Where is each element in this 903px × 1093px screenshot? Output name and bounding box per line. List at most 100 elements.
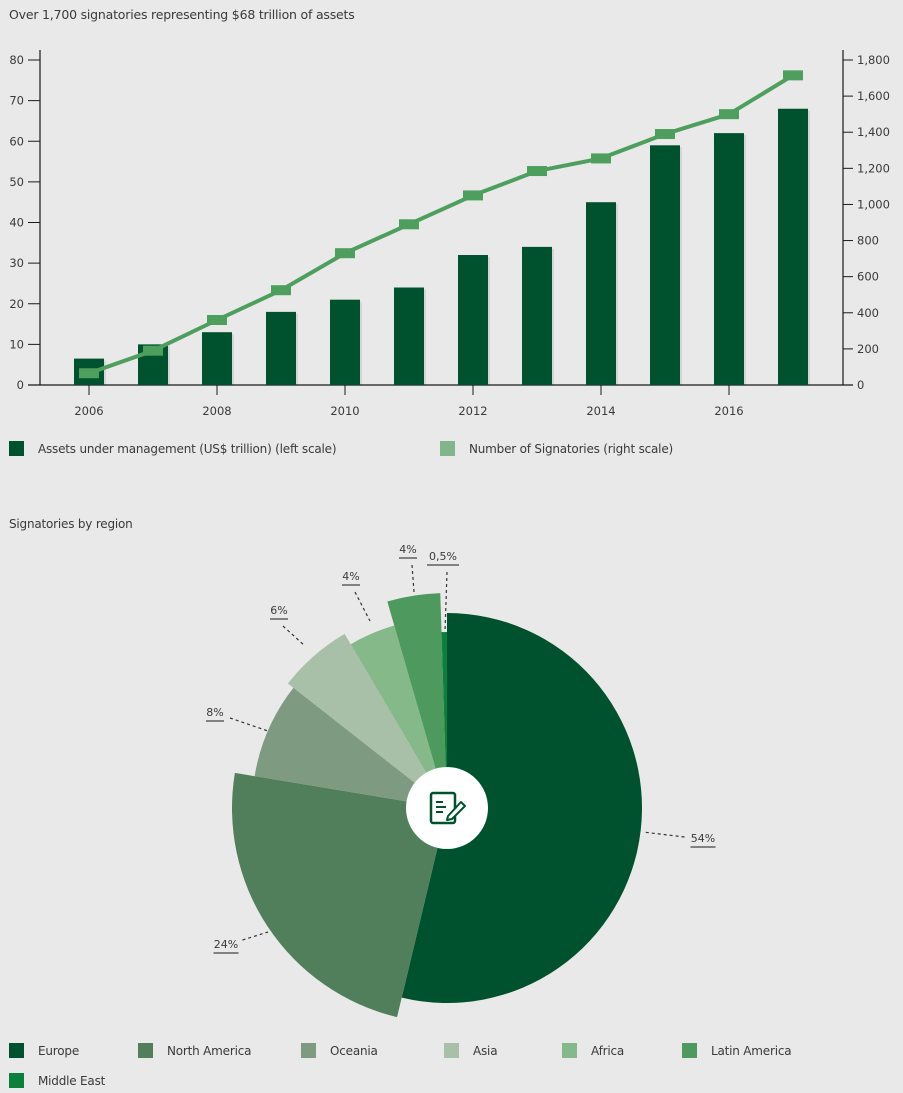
legend-label: Asia	[473, 1043, 498, 1058]
legend-swatch	[9, 1073, 24, 1088]
signatories-line	[88, 73, 795, 376]
pie-title: Signatories by region	[9, 517, 133, 531]
right-tick-label: 200	[857, 342, 879, 356]
right-tick-label: 1,800	[857, 53, 890, 67]
bar-2009	[266, 311, 296, 385]
right-tick-label: 1,600	[857, 89, 890, 103]
x-tick-label: 2012	[458, 404, 487, 418]
legend-item-africa: Africa	[562, 1043, 624, 1058]
line-marker	[207, 315, 227, 325]
legend-label: Assets under management (US$ trillion) (…	[38, 441, 337, 456]
pie-slice-oceania	[254, 687, 447, 808]
legend-item-middle-east: Middle East	[9, 1073, 105, 1088]
legend-label: Africa	[591, 1043, 625, 1058]
x-tick-label: 2008	[202, 404, 231, 418]
pie-slice-asia	[287, 633, 447, 808]
label-leader-line	[242, 931, 269, 941]
legend-item-assets: Assets under management (US$ trillion) (…	[9, 441, 337, 456]
right-tick-label: 0	[857, 378, 864, 392]
legend-swatch	[562, 1043, 577, 1058]
bar-2015	[650, 145, 680, 385]
pie-pct-label: 24%	[214, 938, 238, 951]
pie-slice-europe	[401, 613, 642, 1003]
left-tick-label: 60	[9, 134, 24, 148]
line-marker	[79, 368, 99, 379]
legend-label: Number of Signatories (right scale)	[469, 441, 673, 456]
right-tick-label: 400	[857, 306, 879, 320]
pie-slice-north-america	[231, 772, 447, 1018]
pie-slice-middle-east	[441, 632, 447, 808]
legend-item-europe: Europe	[9, 1043, 79, 1058]
chart-title: Over 1,700 signatories representing $68 …	[9, 7, 355, 22]
bar-2008	[202, 332, 232, 385]
legend-label: Oceania	[330, 1043, 378, 1058]
pie-slice-latin-america	[387, 593, 447, 808]
pie-slice-africa	[350, 625, 447, 808]
legend-swatch	[9, 441, 24, 456]
legend-label: Middle East	[38, 1073, 106, 1088]
label-leader-line	[444, 571, 448, 633]
legend-swatch	[682, 1043, 697, 1058]
line-marker	[335, 248, 355, 259]
document-pen-icon	[429, 791, 466, 825]
line-marker	[271, 285, 291, 296]
legend-swatch	[440, 441, 455, 456]
right-tick-label: 1,000	[857, 197, 890, 211]
label-leader-line	[229, 717, 269, 732]
legend-item-oceania: Oceania	[301, 1043, 378, 1058]
legend-item-latin-america: Latin America	[682, 1043, 792, 1058]
line-marker	[143, 345, 163, 356]
line-marker	[399, 219, 419, 230]
legend-label: Latin America	[711, 1043, 792, 1058]
pie-pct-label: 8%	[206, 706, 223, 719]
bar-2016	[714, 133, 744, 385]
x-tick-label: 2014	[586, 404, 615, 418]
left-tick-label: 10	[9, 337, 24, 351]
legend-swatch	[138, 1043, 153, 1058]
x-tick-label: 2006	[74, 404, 103, 418]
left-tick-label: 0	[17, 378, 24, 392]
legend-label: North America	[167, 1043, 252, 1058]
bar-2010	[330, 299, 360, 385]
line-marker	[655, 129, 675, 140]
line-marker	[527, 166, 547, 177]
center-circle	[406, 767, 488, 849]
right-tick-label: 600	[857, 270, 879, 284]
right-tick-label: 1,400	[857, 125, 890, 139]
legend-swatch	[9, 1043, 24, 1058]
legend-item-asia: Asia	[444, 1043, 498, 1058]
pie-pct-label: 4%	[342, 570, 359, 583]
bar-2014	[586, 202, 616, 385]
label-leader-line	[354, 591, 371, 622]
legend-swatch	[444, 1043, 459, 1058]
pie-pct-label: 0,5%	[429, 550, 457, 563]
line-marker	[783, 70, 803, 81]
label-leader-line	[282, 625, 306, 647]
bar-2011	[394, 287, 424, 385]
right-tick-label: 800	[857, 234, 879, 248]
pie-pct-label: 54%	[691, 832, 715, 845]
bar-2013	[522, 246, 552, 385]
line-marker	[719, 109, 739, 120]
x-tick-label: 2016	[714, 404, 743, 418]
left-tick-label: 70	[9, 94, 24, 108]
bar-2017	[778, 108, 808, 385]
left-tick-label: 80	[9, 53, 24, 67]
label-leader-line	[411, 564, 415, 593]
left-tick-label: 20	[9, 297, 24, 311]
bar-line-chart: 0102030405060708002004006008001,0001,200…	[9, 50, 890, 418]
left-tick-label: 50	[9, 175, 24, 189]
pie-pct-label: 6%	[270, 604, 287, 617]
line-marker	[463, 190, 483, 201]
legend-item-signatories: Number of Signatories (right scale)	[440, 441, 673, 456]
x-tick-label: 2010	[330, 404, 359, 418]
legend-item-north-america: North America	[138, 1043, 251, 1058]
label-leader-line	[642, 831, 685, 838]
right-tick-label: 1,200	[857, 161, 890, 175]
left-tick-label: 40	[9, 216, 24, 230]
legend-swatch	[301, 1043, 316, 1058]
bar-2012	[458, 255, 488, 385]
line-marker	[591, 153, 611, 164]
left-tick-label: 30	[9, 256, 24, 270]
